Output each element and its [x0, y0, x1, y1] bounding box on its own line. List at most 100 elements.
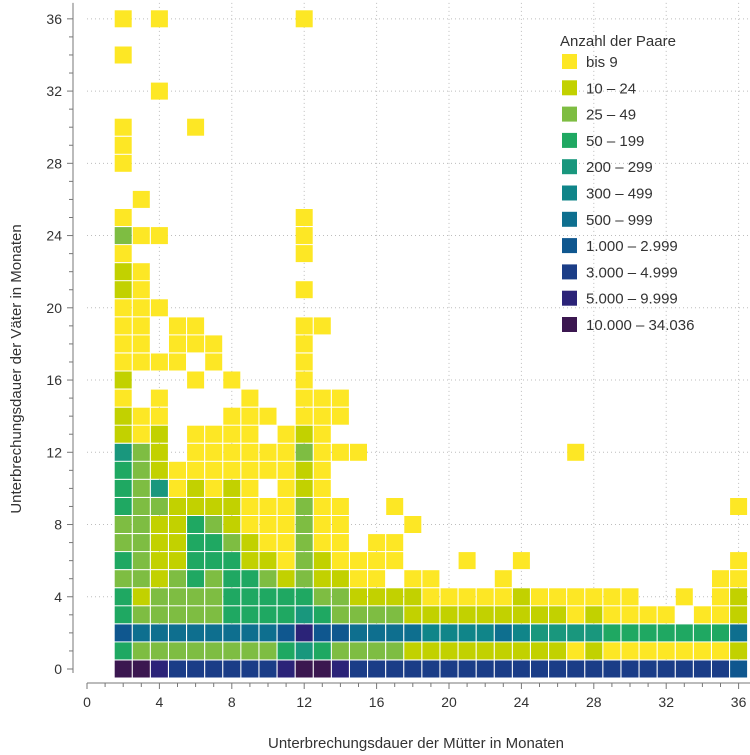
heatmap-cell — [132, 407, 150, 425]
heatmap-cell — [730, 552, 748, 570]
heatmap-cell — [313, 317, 331, 335]
heatmap-cell — [331, 606, 349, 624]
heatmap-cell — [295, 516, 313, 533]
heatmap-cell — [531, 660, 548, 678]
heatmap-cell — [259, 624, 277, 642]
heatmap-cell — [440, 624, 458, 642]
legend-label: 300 – 499 — [586, 186, 653, 203]
x-tick-label: 16 — [369, 694, 385, 710]
heatmap-cell — [241, 606, 259, 624]
heatmap-cell — [241, 498, 259, 515]
heatmap-cell — [295, 209, 313, 226]
heatmap-cell — [169, 498, 186, 515]
heatmap-cell — [639, 642, 657, 660]
heatmap-cell — [386, 588, 404, 606]
heatmap-cell — [150, 660, 168, 678]
heatmap-cell — [585, 642, 603, 660]
heatmap-cell — [187, 461, 205, 479]
heatmap-cell — [114, 136, 132, 154]
heatmap-cell — [295, 461, 313, 479]
heatmap-cell — [169, 516, 186, 533]
heatmap-cell — [241, 588, 259, 606]
heatmap-cell — [132, 588, 150, 606]
heatmap-cell — [512, 606, 530, 624]
heatmap-cell — [241, 552, 259, 570]
heatmap-cell — [132, 190, 150, 208]
heatmap-cell — [150, 299, 168, 317]
y-tick-label: 24 — [46, 228, 62, 244]
legend-label: 3.000 – 4.999 — [586, 264, 678, 281]
heatmap-cell — [114, 407, 132, 425]
heatmap-cell — [241, 534, 259, 552]
heatmap-cell — [675, 660, 693, 678]
heatmap-cell — [114, 353, 132, 371]
heatmap-cell — [295, 245, 313, 263]
heatmap-cell — [114, 281, 132, 299]
x-tick-label: 4 — [156, 694, 164, 710]
y-tick-label: 20 — [46, 300, 62, 316]
heatmap-cell — [187, 660, 205, 678]
heatmap-cell — [205, 353, 223, 371]
heatmap-cell — [350, 552, 367, 570]
heatmap-cell — [114, 245, 132, 263]
heatmap-cell — [639, 660, 657, 678]
x-tick-label: 0 — [83, 694, 91, 710]
heatmap-cell — [404, 570, 422, 588]
legend-title: Anzahl der Paare — [560, 33, 676, 50]
heatmap-cell — [331, 407, 349, 425]
heatmap-cell — [295, 371, 313, 389]
heatmap-cell — [295, 552, 313, 570]
heatmap-cell — [114, 642, 132, 660]
heatmap-cell — [331, 389, 349, 407]
y-tick-label: 12 — [46, 444, 62, 460]
heatmap-cell — [241, 660, 259, 678]
y-tick-label: 0 — [54, 661, 62, 677]
x-tick-label: 28 — [586, 694, 602, 710]
legend-label: 1.000 – 2.999 — [586, 238, 678, 255]
heatmap-cell — [223, 570, 241, 588]
heatmap-cell — [404, 588, 422, 606]
heatmap-cell — [132, 425, 150, 443]
axes: 0 4 8 12 16 20 24 28 32 36 0 4 8 12 16 20 24 28 32 36 — [46, 2, 750, 710]
heatmap-cell — [422, 588, 440, 606]
heatmap-cell — [313, 552, 331, 570]
heatmap-cell — [368, 660, 386, 678]
heatmap-cell — [277, 498, 295, 515]
heatmap-cell — [169, 353, 186, 371]
heatmap-cell — [368, 624, 386, 642]
heatmap-cell — [277, 425, 295, 443]
heatmap-cell — [512, 660, 530, 678]
heatmap-cell — [331, 443, 349, 461]
heatmap-cell — [277, 534, 295, 552]
heatmap-cell — [693, 642, 711, 660]
heatmap-cell — [313, 407, 331, 425]
heatmap-cell — [440, 588, 458, 606]
heatmap-cell — [132, 606, 150, 624]
heatmap-cell — [114, 552, 132, 570]
legend-label: 25 – 49 — [586, 107, 636, 124]
heatmap-cell — [205, 443, 223, 461]
heatmap-cell — [494, 642, 512, 660]
heatmap-cell — [223, 407, 241, 425]
heatmap-cell — [205, 642, 223, 660]
heatmap-cell — [657, 606, 675, 624]
heatmap-cell — [241, 624, 259, 642]
heatmap-cell — [132, 516, 150, 533]
heatmap-cell — [241, 443, 259, 461]
heatmap-cell — [223, 479, 241, 497]
heatmap-cell — [150, 552, 168, 570]
heatmap-cell — [223, 642, 241, 660]
heatmap-cell — [639, 624, 657, 642]
heatmap-cell — [241, 479, 259, 497]
x-tick-label: 20 — [441, 694, 457, 710]
heatmap-cell — [531, 624, 548, 642]
heatmap-cell — [223, 443, 241, 461]
heatmap-cell — [241, 407, 259, 425]
heatmap-cell — [458, 552, 476, 570]
heatmap-cell — [114, 588, 132, 606]
heatmap-cell — [603, 624, 621, 642]
heatmap-cell — [295, 227, 313, 245]
heatmap-cell — [331, 516, 349, 533]
heatmap-cell — [132, 227, 150, 245]
heatmap-cell — [187, 588, 205, 606]
